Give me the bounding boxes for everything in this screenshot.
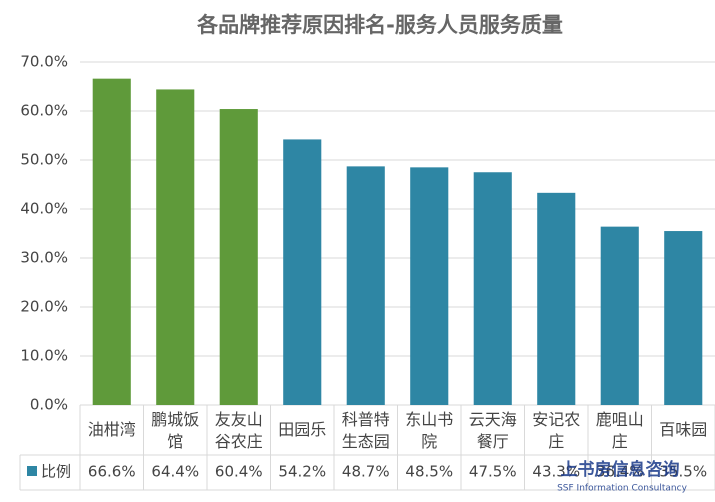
x-tick-label: 东山书院 [405,410,453,451]
value-label: 43.3% [532,463,580,481]
x-tick-label: 鹏城饭馆 [151,410,199,451]
y-tick-label: 60.0% [20,102,68,120]
bar [664,231,703,405]
x-tick-label: 安记农庄 [532,410,580,451]
value-label: 64.4% [151,463,199,481]
x-tick-label: 油柑湾 [88,420,136,439]
watermark-title: 上书房信息咨询 [561,459,680,480]
x-tick-label: 百味园 [659,420,707,439]
value-label: 66.6% [88,463,136,481]
value-label: 35.5% [659,463,707,481]
value-label: 47.5% [469,463,517,481]
y-tick-label: 20.0% [20,298,68,316]
y-tick-label: 50.0% [20,151,68,169]
legend-swatch [27,466,37,476]
x-tick-label: 田园乐 [278,420,326,439]
bar [537,192,576,405]
y-tick-label: 70.0% [20,53,68,71]
x-tick-label: 鹿咀山庄 [596,410,644,451]
x-tick-label: 友友山谷农庄 [215,410,263,451]
legend-label: 比例 [41,463,71,481]
value-label: 36.4% [596,463,644,481]
x-tick-label: 科普特生态园 [342,410,390,451]
watermark-subtitle: SSF Information Consultancy [557,484,688,494]
bar [600,226,639,405]
y-tick-label: 10.0% [20,347,68,365]
bar [219,109,258,405]
chart-title: 各品牌推荐原因排名-服务人员服务质量 [196,13,563,37]
bar [346,166,385,405]
bar [283,139,322,406]
y-tick-label: 0.0% [30,396,68,414]
value-label: 54.2% [278,463,326,481]
value-label: 48.5% [405,463,453,481]
y-tick-label: 30.0% [20,249,68,267]
bar [473,172,512,405]
y-tick-label: 40.0% [20,200,68,218]
value-label: 60.4% [215,463,263,481]
bar [156,89,195,405]
value-label: 48.7% [342,463,390,481]
bar [92,78,131,405]
x-tick-label: 云天海餐厅 [469,410,517,451]
bar [410,167,449,405]
